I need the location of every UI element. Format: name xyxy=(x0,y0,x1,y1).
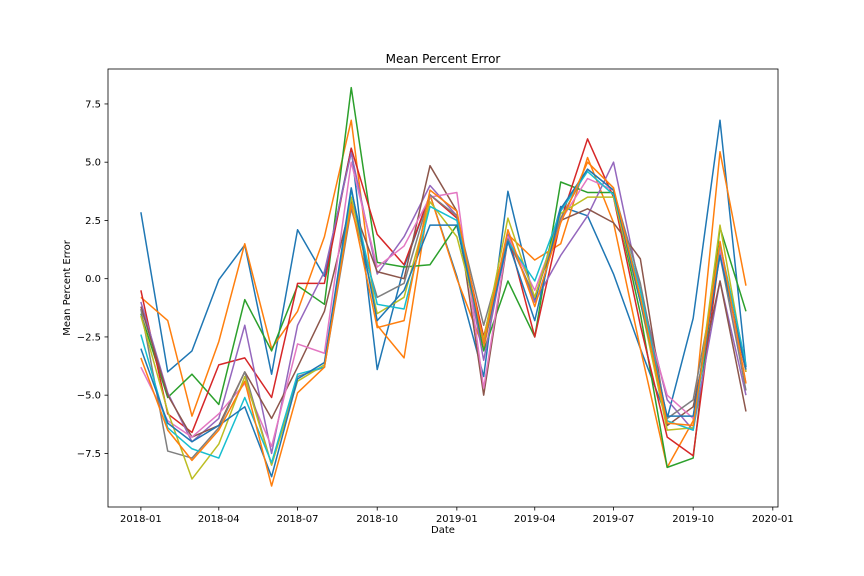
chart-title: Mean Percent Error xyxy=(386,52,501,66)
plot-frame xyxy=(107,68,779,508)
series-line-10 xyxy=(140,170,747,464)
y-axis: −7.5 −5.0 −2.5 0.0 2.5 5.0 7.5 xyxy=(77,99,108,460)
series-layer xyxy=(140,86,747,487)
x-tick-label: 2018-01 xyxy=(120,514,162,525)
x-tick-label: 2019-04 xyxy=(514,514,556,525)
y-tick-label: 2.5 xyxy=(85,216,101,227)
series-line-3 xyxy=(140,86,747,469)
y-tick-label: −7.5 xyxy=(77,449,101,460)
y-tick-label: −5.0 xyxy=(77,391,101,402)
x-axis: 2018-01 2018-04 2018-07 2018-10 2019-01 2019-… xyxy=(120,507,794,525)
y-tick-label: 5.0 xyxy=(85,158,101,169)
x-axis-label: Date xyxy=(431,525,455,536)
x-tick-label: 2019-07 xyxy=(593,514,635,525)
y-tick-label: 0.0 xyxy=(85,274,101,285)
x-tick-label: 2019-01 xyxy=(436,514,478,525)
x-tick-label: 2018-10 xyxy=(356,514,398,525)
series-line-12 xyxy=(140,161,747,487)
x-tick-label: 2018-07 xyxy=(277,514,319,525)
x-tick-label: 2018-04 xyxy=(198,514,240,525)
y-axis-label: Mean Percent Error xyxy=(62,239,73,335)
y-tick-label: −2.5 xyxy=(77,332,101,343)
series-line-4 xyxy=(140,138,747,457)
x-tick-label: 2020-01 xyxy=(752,514,794,525)
y-tick-label: 7.5 xyxy=(85,99,101,110)
series-line-8 xyxy=(140,168,747,466)
x-tick-label: 2019-10 xyxy=(672,514,714,525)
series-line-2 xyxy=(140,119,747,469)
